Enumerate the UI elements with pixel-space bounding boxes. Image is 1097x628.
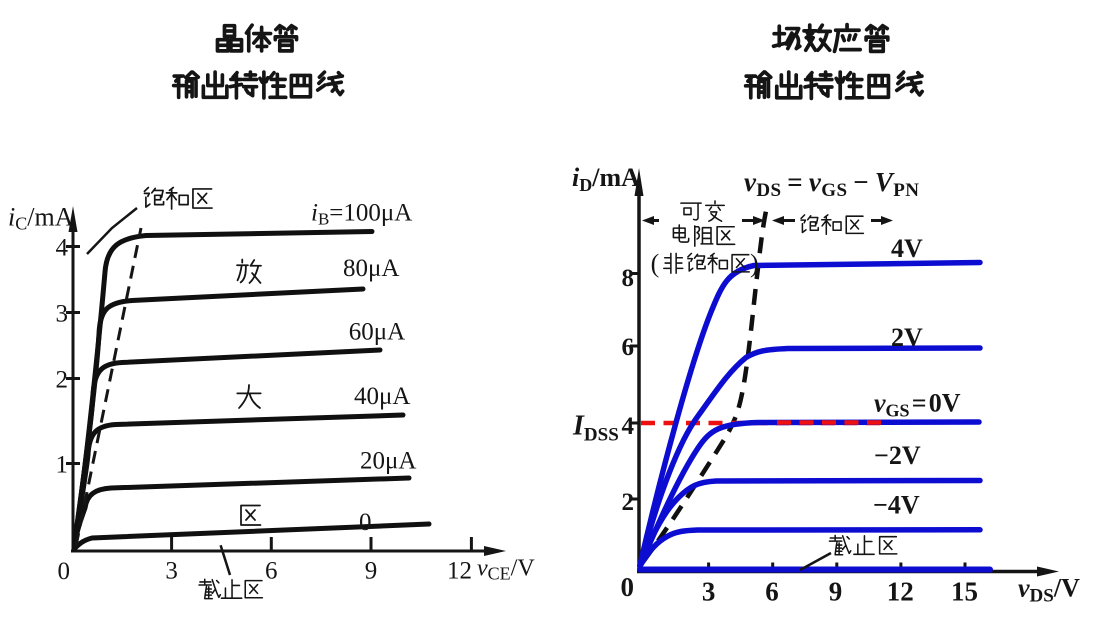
svg-text:vCE/V: vCE/V (477, 556, 535, 584)
svg-text:40μA: 40μA (354, 383, 410, 410)
svg-text:vGS = 0V: vGS = 0V (874, 389, 961, 421)
svg-text:6: 6 (765, 577, 779, 607)
svg-text:): ) (750, 249, 759, 278)
svg-text:0: 0 (621, 572, 635, 602)
svg-text:IDSS: IDSS (572, 411, 619, 446)
svg-text:4: 4 (622, 413, 635, 440)
svg-text:−4V: −4V (873, 491, 920, 520)
svg-text:8: 8 (622, 265, 635, 292)
svg-text:9: 9 (829, 577, 843, 607)
svg-text:12: 12 (447, 558, 472, 585)
svg-text:12: 12 (887, 577, 914, 607)
svg-text:2: 2 (56, 367, 69, 394)
svg-text:3: 3 (56, 301, 69, 328)
svg-text:4: 4 (56, 235, 69, 262)
svg-text:20μA: 20μA (360, 448, 416, 475)
svg-text:0: 0 (58, 558, 71, 585)
svg-text:iD/mA: iD/mA (572, 163, 640, 195)
svg-text:0: 0 (359, 509, 372, 536)
svg-text:3: 3 (165, 558, 178, 585)
svg-text:2: 2 (622, 489, 635, 516)
svg-text:1: 1 (56, 452, 69, 479)
svg-text:15: 15 (951, 577, 978, 607)
svg-text:2V: 2V (891, 323, 923, 352)
svg-text:80μA: 80μA (343, 255, 399, 282)
svg-text:iC/mA: iC/mA (8, 203, 74, 234)
svg-text:iB=100μA: iB=100μA (311, 200, 412, 229)
svg-text:−2V: −2V (874, 441, 921, 470)
svg-text:6: 6 (622, 334, 635, 361)
svg-text:3: 3 (702, 577, 716, 607)
svg-text:6: 6 (265, 558, 278, 585)
svg-text:vDS/V: vDS/V (1018, 574, 1080, 607)
svg-text:4V: 4V (891, 234, 923, 263)
svg-text:60μA: 60μA (349, 319, 405, 346)
svg-text:9: 9 (365, 558, 378, 585)
svg-text:(: ( (651, 249, 660, 278)
svg-text:vDS = vGS − VPN: vDS = vGS − VPN (744, 167, 919, 201)
